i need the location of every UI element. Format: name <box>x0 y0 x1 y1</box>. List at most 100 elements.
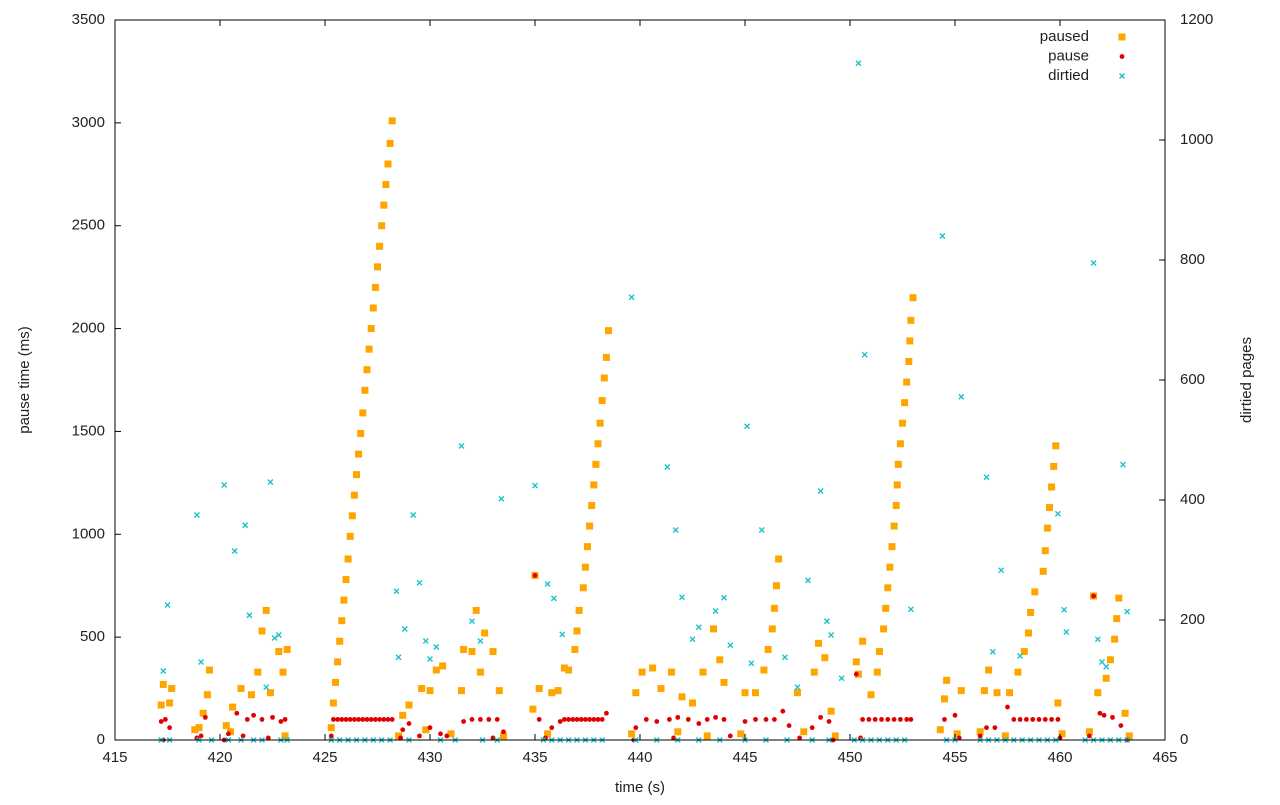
point-circle <box>494 717 500 722</box>
point-square <box>1085 728 1093 736</box>
x-tick-label: 455 <box>942 749 967 766</box>
point-square <box>1014 668 1022 676</box>
point-square <box>810 668 818 676</box>
point-square <box>768 625 776 633</box>
point-circle <box>343 717 349 722</box>
point-square <box>649 664 657 672</box>
x-tick-label: 450 <box>837 749 862 766</box>
point-square <box>976 728 984 736</box>
point-square <box>361 386 369 394</box>
point-square <box>594 440 602 448</box>
point-square <box>1041 547 1049 555</box>
point-square <box>880 625 888 633</box>
point-circle <box>234 710 240 716</box>
point-square <box>1020 648 1028 656</box>
point-square <box>350 491 358 499</box>
point-x <box>532 482 538 489</box>
point-square <box>529 705 537 713</box>
point-square <box>281 732 289 740</box>
point-circle <box>328 733 334 739</box>
point-square <box>386 139 394 147</box>
x-tick-label: 445 <box>732 749 757 766</box>
point-circle <box>956 735 962 741</box>
point-x <box>748 660 755 667</box>
point-x <box>221 482 228 488</box>
point-square <box>422 726 430 734</box>
point-square <box>248 691 255 699</box>
point-square <box>815 639 822 647</box>
y-tick-label: 1000 <box>72 525 105 542</box>
point-square <box>901 399 909 407</box>
point-square <box>275 648 283 656</box>
point-circle <box>587 717 592 722</box>
point-circle <box>860 717 865 722</box>
point-square <box>710 625 717 633</box>
point-circle <box>591 717 597 722</box>
point-square <box>279 668 287 676</box>
point-x <box>1061 606 1068 613</box>
point-x <box>695 624 702 631</box>
y2-tick-label: 600 <box>1180 371 1205 388</box>
point-square <box>560 664 568 672</box>
point-circle <box>742 719 748 724</box>
point-x <box>477 638 484 644</box>
point-circle <box>486 717 492 722</box>
point-square <box>367 325 375 333</box>
point-x <box>267 479 274 485</box>
x-tick-label: 425 <box>312 749 337 766</box>
point-circle <box>198 733 204 739</box>
point-square <box>596 419 604 427</box>
point-square <box>159 680 167 688</box>
point-square <box>1039 567 1047 575</box>
point-circle <box>599 717 605 722</box>
y-tick-label: 3000 <box>72 114 105 131</box>
point-circle <box>381 717 387 722</box>
point-circle <box>202 714 208 720</box>
point-circle <box>583 717 588 722</box>
point-square <box>875 648 883 656</box>
point-square <box>340 596 348 604</box>
point-square <box>821 654 829 662</box>
point-square <box>363 366 371 374</box>
point-x <box>469 618 475 625</box>
point-circle <box>667 717 672 722</box>
point-square <box>199 709 207 717</box>
point-square <box>168 685 176 693</box>
point-circle <box>532 573 538 578</box>
point-x <box>1090 260 1097 266</box>
point-square <box>229 703 237 711</box>
point-x <box>744 423 751 430</box>
point-x <box>805 577 811 584</box>
point-square <box>344 555 352 563</box>
point-square <box>775 555 783 563</box>
point-circle <box>595 717 601 722</box>
point-x <box>689 636 696 643</box>
point-x <box>263 684 270 691</box>
point-circle <box>270 714 275 720</box>
point-square <box>588 501 596 509</box>
point-square <box>1001 732 1009 740</box>
point-square <box>884 584 892 592</box>
point-square <box>1115 594 1123 602</box>
point-square <box>1046 504 1053 512</box>
point-x <box>498 495 505 502</box>
point-square <box>764 645 772 653</box>
point-square <box>957 687 965 695</box>
point-circle <box>501 729 506 735</box>
point-circle <box>643 717 649 722</box>
point-square <box>227 728 234 736</box>
point-circle <box>704 717 710 722</box>
point-circle <box>633 725 639 731</box>
point-circle <box>259 717 265 722</box>
point-square <box>741 689 749 697</box>
point-square <box>426 687 434 695</box>
point-x <box>1054 510 1061 517</box>
point-square <box>598 397 606 405</box>
point-circle <box>891 717 897 722</box>
point-circle <box>992 725 998 731</box>
point-square <box>794 689 801 697</box>
point-square <box>432 666 440 674</box>
point-square <box>894 460 902 468</box>
point-square <box>873 668 881 676</box>
point-square <box>262 606 270 614</box>
